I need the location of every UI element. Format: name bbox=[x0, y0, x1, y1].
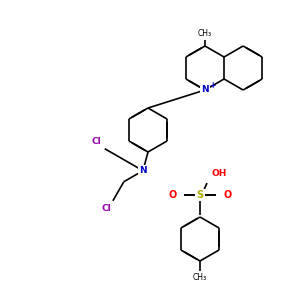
Text: CH₃: CH₃ bbox=[198, 29, 212, 38]
Text: O: O bbox=[169, 190, 177, 200]
Text: OH: OH bbox=[212, 169, 227, 178]
Text: Cl: Cl bbox=[101, 204, 111, 213]
Text: S: S bbox=[196, 190, 204, 200]
Text: N: N bbox=[139, 166, 147, 175]
Text: Cl: Cl bbox=[92, 137, 102, 146]
Text: N: N bbox=[201, 85, 209, 94]
Text: +: + bbox=[209, 80, 215, 89]
Text: O: O bbox=[223, 190, 231, 200]
Text: CH₃: CH₃ bbox=[193, 273, 207, 282]
